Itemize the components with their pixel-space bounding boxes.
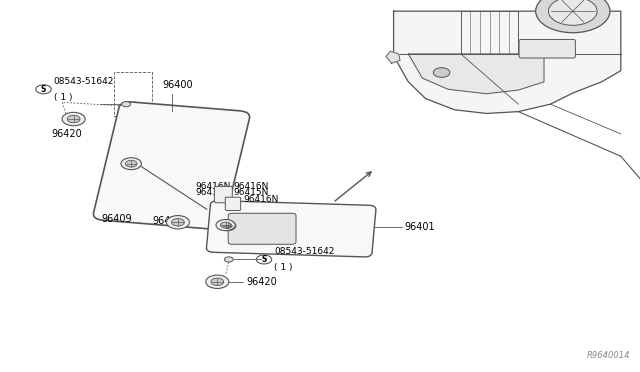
Circle shape (206, 275, 229, 289)
FancyBboxPatch shape (93, 102, 250, 229)
Text: 96415N: 96415N (234, 188, 269, 197)
Text: R9640014: R9640014 (587, 351, 630, 360)
Text: S: S (41, 85, 46, 94)
Circle shape (125, 160, 137, 167)
FancyBboxPatch shape (214, 186, 232, 203)
Circle shape (223, 223, 232, 228)
Text: 96416N: 96416N (195, 182, 230, 191)
Circle shape (433, 68, 450, 77)
Circle shape (121, 158, 141, 170)
Text: 08543-51642: 08543-51642 (54, 77, 114, 86)
Text: 96410: 96410 (152, 217, 182, 226)
Text: S: S (261, 255, 267, 264)
Polygon shape (408, 54, 544, 94)
Bar (114, 71, 152, 116)
FancyBboxPatch shape (228, 213, 296, 244)
Text: 96409: 96409 (101, 214, 132, 224)
Circle shape (172, 218, 184, 226)
Circle shape (166, 215, 189, 229)
Polygon shape (386, 51, 400, 63)
Circle shape (67, 115, 80, 123)
Text: 08543-51642: 08543-51642 (275, 247, 335, 257)
Text: 96415N: 96415N (195, 188, 230, 197)
Circle shape (547, 9, 567, 21)
Text: 96401: 96401 (405, 222, 435, 232)
Circle shape (122, 102, 131, 107)
FancyBboxPatch shape (519, 39, 575, 58)
Polygon shape (394, 11, 621, 113)
Circle shape (536, 0, 610, 33)
Circle shape (225, 257, 234, 262)
Circle shape (62, 112, 85, 126)
FancyBboxPatch shape (207, 201, 376, 257)
Text: ( 1 ): ( 1 ) (275, 263, 292, 272)
Text: 96416N: 96416N (234, 182, 269, 191)
Circle shape (211, 278, 224, 286)
Text: 96400: 96400 (163, 80, 193, 90)
Text: 96420: 96420 (246, 277, 277, 287)
Text: ( 1 ): ( 1 ) (54, 93, 72, 102)
Circle shape (220, 222, 231, 228)
Circle shape (216, 219, 236, 231)
Text: 96416N: 96416N (243, 195, 278, 203)
Circle shape (220, 221, 236, 231)
Text: 96420: 96420 (52, 129, 83, 140)
Circle shape (548, 0, 597, 25)
FancyBboxPatch shape (225, 197, 241, 211)
